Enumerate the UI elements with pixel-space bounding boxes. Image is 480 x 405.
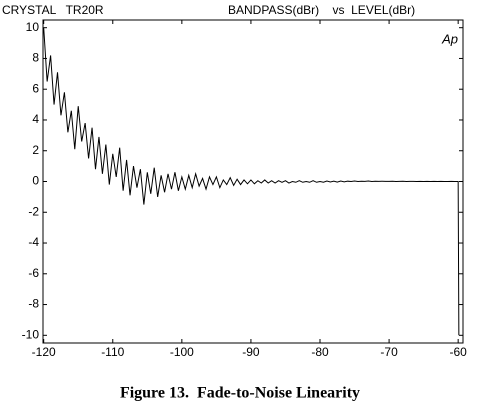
x-tick-label: -120: [32, 345, 56, 359]
x-tick-label: -110: [101, 345, 124, 359]
axis-title: BANDPASS(dBr) vs LEVEL(dBr): [228, 3, 415, 17]
y-tick-label: -6: [28, 266, 39, 280]
data-line: [43, 27, 460, 336]
caption: Figure 13. Fade-to-Noise Linearity: [120, 385, 360, 402]
x-tick-label: -100: [170, 345, 194, 359]
y-tick-label: 10: [26, 20, 40, 34]
y-tick-label: 4: [32, 112, 39, 126]
annotation: Ap: [441, 31, 458, 46]
x-tick-label: -80: [311, 345, 329, 359]
y-tick-label: 2: [32, 143, 39, 157]
y-tick-label: 0: [32, 174, 39, 188]
y-tick-label: 8: [32, 51, 39, 65]
chart-title: CRYSTAL TR20R: [2, 3, 104, 17]
y-tick-label: -10: [22, 327, 40, 341]
y-tick-label: 6: [32, 81, 39, 95]
x-tick-label: -90: [242, 345, 260, 359]
y-tick-label: -8: [28, 297, 39, 311]
y-tick-label: -2: [28, 204, 39, 218]
y-tick-label: -4: [28, 235, 39, 249]
x-tick-label: -70: [380, 345, 398, 359]
x-tick-label: -60: [449, 345, 467, 359]
